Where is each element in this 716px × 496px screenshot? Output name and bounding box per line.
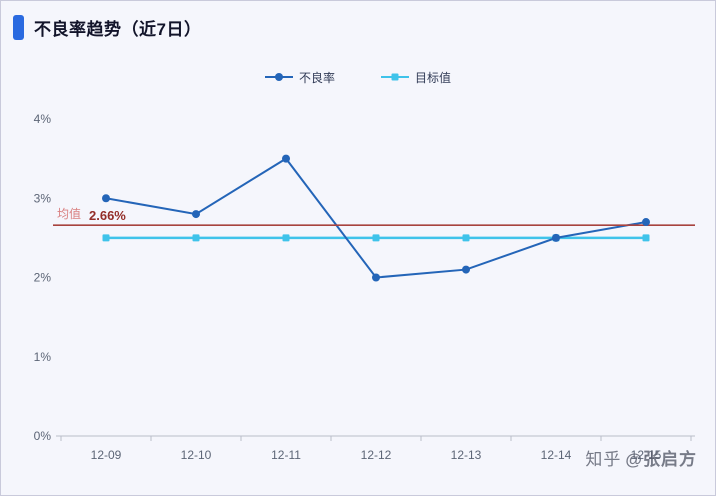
title-accent-bar: [13, 15, 24, 40]
watermark: 知乎 @张启方: [585, 445, 697, 470]
watermark-handle: @张启方: [625, 450, 697, 469]
y-axis-label: 4%: [34, 112, 52, 126]
x-axis-label: 12-09: [91, 448, 122, 462]
defect-rate-point[interactable]: [462, 265, 470, 274]
mean-line-label: 均值: [57, 206, 81, 221]
legend-item-defect-rate[interactable]: 不良率: [264, 69, 335, 86]
defect-rate-point[interactable]: [372, 273, 380, 282]
legend-marker-target-icon: [381, 73, 409, 81]
watermark-site: 知乎: [585, 450, 622, 469]
x-axis-label: 12-15: [631, 448, 662, 462]
y-axis-label: 0%: [34, 429, 52, 443]
card-header: 不良率趋势（近7日）: [1, 1, 715, 40]
defect-rate-line: [105, 157, 647, 279]
chart-area: 0% 1% 2% 3% 4% 12-09 12-10 12-11 12-12 12-13 12-14…: [1, 86, 715, 486]
defect-rate-point[interactable]: [192, 210, 200, 219]
defect-rate-point[interactable]: [282, 154, 290, 163]
y-axis-label: 1%: [34, 350, 52, 364]
page-title: 不良率趋势（近7日）: [34, 20, 202, 39]
target-point[interactable]: [372, 234, 380, 242]
chart-legend: 不良率 目标值: [1, 68, 715, 86]
legend-item-target[interactable]: 目标值: [381, 69, 451, 86]
target-point[interactable]: [102, 234, 110, 242]
trend-chart: 0% 1% 2% 3% 4% 12-09 12-10 12-11 12-12 12-13 12-14…: [34, 112, 695, 462]
legend-label-defect-rate: 不良率: [298, 70, 335, 85]
y-axis-label: 3%: [34, 191, 52, 205]
x-axis-label: 12-10: [181, 448, 212, 462]
target-point[interactable]: [642, 234, 650, 242]
target-point[interactable]: [462, 234, 470, 242]
x-axis-label: 12-12: [361, 448, 392, 462]
target-point[interactable]: [282, 234, 290, 242]
defect-rate-point[interactable]: [642, 218, 650, 227]
x-axis-label: 12-13: [451, 448, 482, 462]
defect-rate-point[interactable]: [102, 194, 110, 203]
defect-rate-point[interactable]: [552, 233, 560, 242]
legend-marker-defect-rate-icon: [264, 73, 293, 81]
mean-line-value: 2.66%: [89, 208, 126, 223]
x-axis-label: 12-14: [541, 448, 572, 462]
x-axis-label: 12-11: [271, 448, 301, 462]
legend-label-target: 目标值: [415, 70, 452, 85]
y-axis-label: 2%: [34, 271, 52, 285]
target-point[interactable]: [192, 234, 200, 242]
